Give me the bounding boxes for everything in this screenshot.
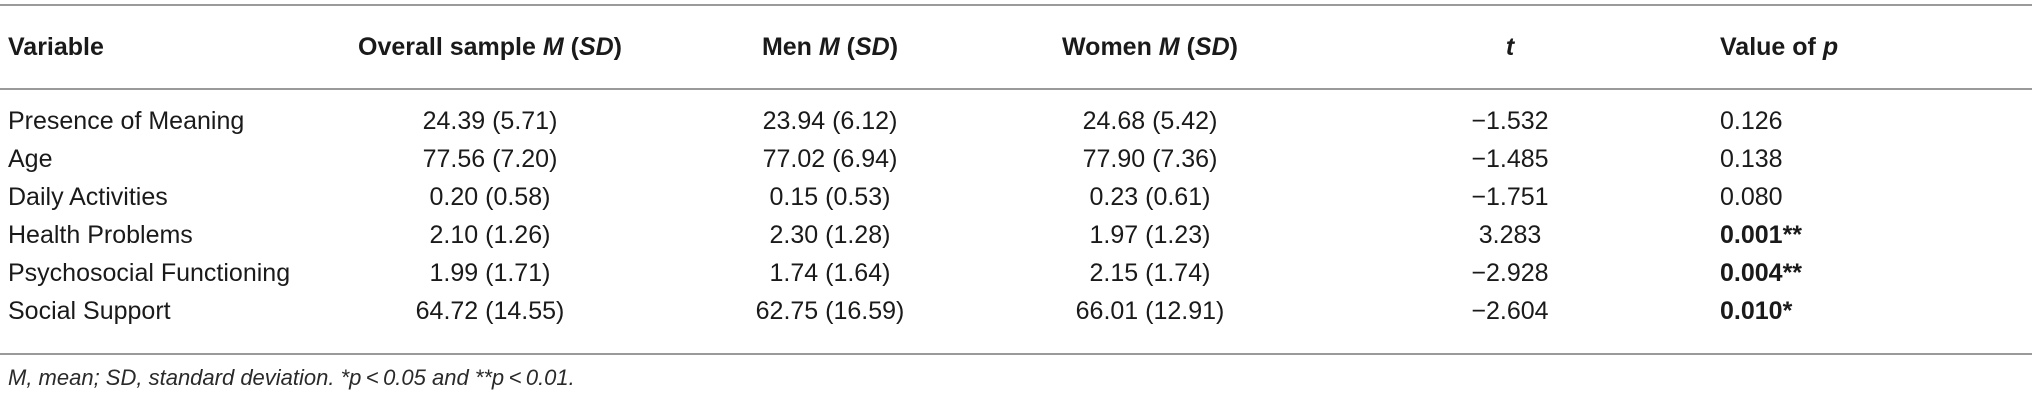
- cell-t: −1.485: [1471, 144, 1549, 173]
- cell-variable: Age: [8, 144, 53, 173]
- table-row: Age 77.56 (7.20) 77.02 (6.94) 77.90 (7.36) −…: [0, 140, 2032, 178]
- cell-overall-sample: 0.20 (0.58): [429, 182, 551, 211]
- cell-men: 23.94 (6.12): [762, 106, 898, 135]
- header-row: Variable Overall sample M (SD) Men M (SD…: [0, 6, 2032, 88]
- table-header-rule: [0, 88, 2032, 90]
- cell-variable: Daily Activities: [8, 182, 168, 211]
- header-t: t: [1505, 32, 1515, 61]
- significance-stars: **: [1782, 258, 1803, 287]
- cell-overall-sample: 1.99 (1.71): [429, 258, 551, 287]
- cell-overall-sample: 2.10 (1.26): [429, 220, 551, 249]
- p-value-text: 0.001: [1720, 220, 1783, 249]
- table-row: Psychosocial Functioning 1.99 (1.71) 1.74 …: [0, 254, 2032, 292]
- cell-p-value: 0.138: [1720, 140, 2032, 178]
- cell-t: −2.928: [1471, 258, 1549, 287]
- header-variable: Variable: [8, 32, 104, 61]
- table-row: Health Problems 2.10 (1.26) 2.30 (1.28) 1.9…: [0, 216, 2032, 254]
- cell-overall-sample: 64.72 (14.55): [415, 296, 565, 325]
- cell-women: 66.01 (12.91): [1075, 296, 1225, 325]
- cell-p-value: 0.001**: [1720, 216, 2032, 254]
- header-overall-sample: Overall sample M (SD): [358, 32, 622, 61]
- header-women: Women M (SD): [1062, 32, 1238, 61]
- table-row: Daily Activities 0.20 (0.58) 0.15 (0.53) 0.…: [0, 178, 2032, 216]
- cell-women: 24.68 (5.42): [1082, 106, 1218, 135]
- cell-t: 3.283: [1478, 220, 1542, 249]
- header-men: Men M (SD): [761, 32, 899, 61]
- cell-p-value: 0.126: [1720, 88, 2032, 140]
- cell-women: 77.90 (7.36): [1082, 144, 1218, 173]
- p-value-text: 0.004: [1720, 258, 1783, 287]
- header-p-value: Value of p: [1720, 32, 1839, 61]
- cell-variable: Psychosocial Functioning: [8, 258, 291, 287]
- table-top-rule: [0, 4, 2032, 6]
- cell-p-value: 0.010*: [1720, 292, 2032, 330]
- cell-variable: Health Problems: [8, 220, 193, 249]
- table-bottom-rule: [0, 353, 2032, 355]
- cell-t: −1.751: [1471, 182, 1549, 211]
- cell-p-value: 0.004**: [1720, 254, 2032, 292]
- table-footnote: M, mean; SD, standard deviation. *p < 0.…: [8, 365, 575, 390]
- cell-men: 77.02 (6.94): [762, 144, 898, 173]
- cell-p-value: 0.080: [1720, 178, 2032, 216]
- significance-stars: *: [1782, 296, 1793, 325]
- cell-men: 1.74 (1.64): [769, 258, 891, 287]
- p-value-text: 0.126: [1720, 106, 1783, 135]
- cell-overall-sample: 24.39 (5.71): [422, 106, 558, 135]
- data-table: Variable Overall sample M (SD) Men M (SD…: [0, 6, 2032, 330]
- cell-women: 2.15 (1.74): [1089, 258, 1211, 287]
- cell-t: −1.532: [1471, 106, 1549, 135]
- p-value-text: 0.010: [1720, 296, 1783, 325]
- cell-variable: Social Support: [8, 296, 171, 325]
- table-row: Social Support 64.72 (14.55) 62.75 (16.59)…: [0, 292, 2032, 330]
- cell-men: 62.75 (16.59): [755, 296, 905, 325]
- table-body: Presence of Meaning 24.39 (5.71) 23.94 (6.…: [0, 88, 2032, 330]
- significance-stars: **: [1782, 220, 1803, 249]
- cell-men: 2.30 (1.28): [769, 220, 891, 249]
- cell-women: 0.23 (0.61): [1089, 182, 1211, 211]
- cell-t: −2.604: [1471, 296, 1549, 325]
- table-row: Presence of Meaning 24.39 (5.71) 23.94 (6.…: [0, 88, 2032, 140]
- p-value-text: 0.138: [1720, 144, 1783, 173]
- p-value-text: 0.080: [1720, 182, 1783, 211]
- cell-variable: Presence of Meaning: [8, 106, 245, 135]
- cell-men: 0.15 (0.53): [769, 182, 891, 211]
- cell-women: 1.97 (1.23): [1089, 220, 1211, 249]
- cell-overall-sample: 77.56 (7.20): [422, 144, 558, 173]
